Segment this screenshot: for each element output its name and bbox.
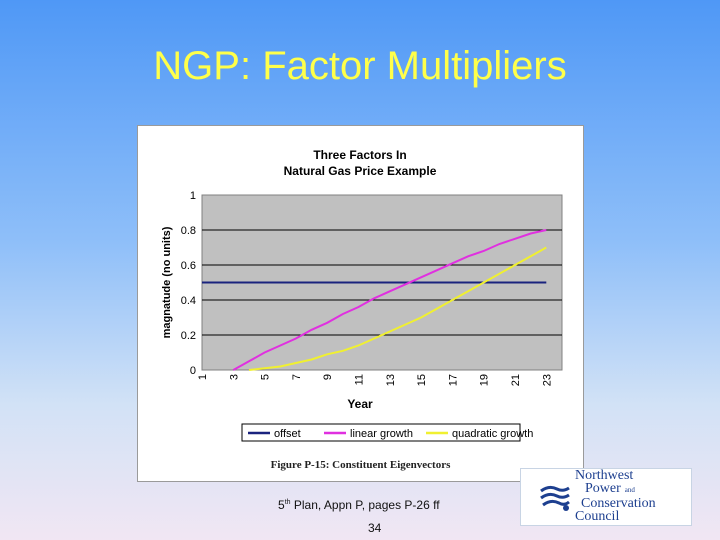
x-tick-label: 15: [416, 374, 428, 386]
slide-title: NGP: Factor Multipliers: [153, 44, 567, 88]
x-tick-label: 1: [197, 374, 209, 380]
x-tick-label: 5: [260, 374, 272, 380]
logo-line-3: Conservation: [581, 496, 656, 511]
logo-line-4: Council: [575, 509, 620, 524]
page-number: 34: [368, 521, 382, 535]
x-tick-label: 23: [541, 374, 553, 386]
council-logo: Northwest Power and Conservation Council: [520, 468, 692, 526]
legend-label-2: linear growth: [350, 428, 413, 440]
source-note-rest: Plan, Appn P, pages P-26 ff: [290, 498, 440, 512]
linear-growth-series-line: [232, 229, 547, 371]
source-note-sup: th: [284, 499, 291, 506]
logo-power: Power: [585, 481, 621, 496]
x-axis-label: Year: [347, 397, 373, 411]
chart-title-line-1: Three Factors In: [313, 148, 406, 162]
y-tick-label: 1: [190, 190, 196, 202]
logo-text: Northwest Power and Conservation Council: [573, 468, 691, 524]
x-tick-label: 17: [447, 374, 459, 386]
legend-box: [241, 423, 521, 442]
y-tick-label: 0.4: [181, 295, 196, 307]
source-note: 5th Plan, Appn P, pages P-26 ff: [278, 498, 440, 512]
legend-label-3: quadratic growth: [452, 428, 533, 440]
chart-title-line-2: Natural Gas Price Example: [284, 164, 437, 178]
chart-svg: Three Factors In Natural Gas Price Exampl…: [161, 148, 563, 442]
x-tick-label: 13: [385, 374, 397, 386]
x-tick-label: 3: [228, 374, 240, 380]
y-tick-label: 0.2: [181, 330, 196, 342]
x-tick-label: 7: [291, 374, 303, 380]
logo-and: and: [624, 486, 635, 494]
logo-line-1: Northwest: [575, 468, 634, 483]
y-tick-label: 0.8: [181, 225, 196, 237]
y-tick-label: 0.6: [181, 260, 196, 272]
x-tick-label: 21: [510, 374, 522, 386]
x-tick-label: 19: [479, 374, 491, 386]
x-tick-label: 11: [354, 374, 366, 385]
y-tick-label: 0: [190, 365, 196, 377]
chart-figure: Three Factors In Natural Gas Price Exampl…: [137, 125, 584, 482]
y-axis-label: magnatude (no units): [161, 226, 173, 338]
quadratic-growth-series-line: [248, 246, 547, 371]
legend-label-1: offset: [274, 428, 301, 440]
figure-caption: Figure P-15: Constituent Eigenvectors: [270, 459, 451, 471]
source-note-prefix: 5: [278, 498, 285, 512]
swirl-logo-icon: [540, 485, 570, 511]
logo-line-2: Power and: [585, 482, 691, 497]
x-tick-label: 9: [322, 374, 334, 380]
